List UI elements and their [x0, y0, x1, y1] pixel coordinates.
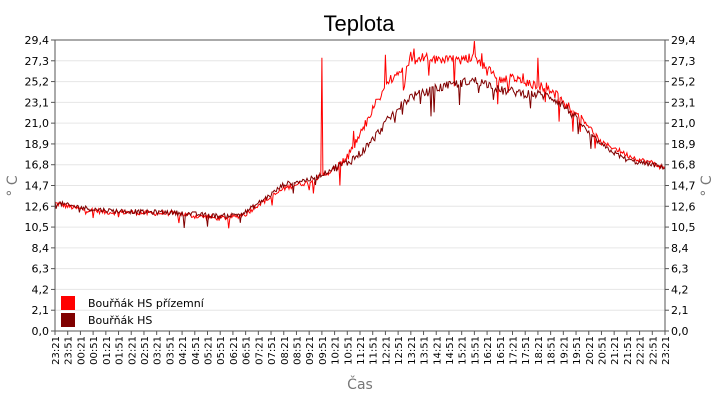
y-tick-label-right: 4,2 — [671, 283, 689, 296]
x-tick-label: 05:21 — [204, 336, 215, 365]
series-line-1 — [54, 40, 666, 229]
x-tick-label: 17:51 — [521, 336, 532, 365]
series-line-2 — [54, 77, 666, 228]
legend-swatch-2 — [61, 313, 75, 327]
x-tick-label: 15:51 — [470, 336, 481, 365]
x-tick-label: 21:51 — [623, 336, 634, 365]
chart-title: Teplota — [324, 11, 396, 36]
x-tick-label: 03:51 — [165, 336, 176, 365]
y-tick-label-left: 4,2 — [32, 283, 50, 296]
x-tick-label: 10:51 — [343, 336, 354, 365]
x-tick-label: 01:51 — [115, 336, 126, 365]
y-axis-left: 0,0 2,1 4,2 6,3 8,4 10,5 12,6 14,7 16,8 18,9 21,0 2… — [25, 34, 55, 338]
x-tick-label: 23:21 — [661, 336, 672, 365]
x-tick-label: 04:21 — [178, 336, 189, 365]
x-tick-label: 06:21 — [229, 336, 240, 365]
x-tick-label: 02:21 — [127, 336, 138, 365]
x-tick-label: 10:21 — [331, 336, 342, 365]
x-tick-label: 14:51 — [445, 336, 456, 365]
x-tick-label: 05:51 — [216, 336, 227, 365]
x-axis-label: Čas — [347, 375, 373, 393]
y-axis-label-left: ° C — [5, 175, 21, 196]
x-tick-label: 19:21 — [559, 336, 570, 365]
x-tick-label: 14:21 — [432, 336, 443, 365]
y-tick-label-left: 8,4 — [32, 242, 50, 255]
y-tick-label-right: 2,1 — [671, 304, 689, 317]
x-tick-label: 12:51 — [394, 336, 405, 365]
y-tick-label-left: 6,3 — [32, 263, 50, 276]
y-tick-label-right: 6,3 — [671, 263, 689, 276]
x-tick-label: 18:21 — [534, 336, 545, 365]
y-tick-label-right: 10,5 — [671, 221, 696, 234]
grid-lines — [55, 39, 665, 332]
y-tick-label-left: 16,8 — [25, 159, 50, 172]
x-tick-label: 09:21 — [305, 336, 316, 365]
x-tick-label: 22:51 — [648, 336, 659, 365]
y-tick-label-left: 18,9 — [25, 138, 50, 151]
y-tick-label-right: 27,3 — [671, 55, 696, 68]
y-tick-label-left: 2,1 — [32, 304, 50, 317]
y-tick-label-right: 16,8 — [671, 159, 696, 172]
y-tick-label-left: 23,1 — [25, 96, 50, 109]
x-tick-label: 07:21 — [254, 336, 265, 365]
x-tick-label: 16:21 — [483, 336, 494, 365]
x-tick-label: 23:21 — [51, 336, 62, 365]
x-tick-label: 19:51 — [572, 336, 583, 365]
x-tick-label: 03:21 — [153, 336, 164, 365]
y-axis-label-right: ° C — [699, 175, 715, 196]
legend-swatch-1 — [61, 296, 75, 310]
x-tick-label: 15:21 — [458, 336, 469, 365]
y-tick-label-right: 25,2 — [671, 76, 696, 89]
series-lines — [54, 40, 666, 229]
x-tick-label: 21:21 — [610, 336, 621, 365]
x-tick-label: 06:51 — [242, 336, 253, 365]
x-tick-label: 02:51 — [140, 336, 151, 365]
y-tick-label-left: 25,2 — [25, 76, 50, 89]
x-tick-label: 11:51 — [369, 336, 380, 365]
x-tick-label: 20:21 — [585, 336, 596, 365]
y-tick-label-left: 27,3 — [25, 55, 50, 68]
x-tick-label: 08:51 — [292, 336, 303, 365]
x-tick-label: 17:21 — [509, 336, 520, 365]
y-tick-label-right: 0,0 — [671, 325, 689, 338]
x-tick-label: 09:51 — [318, 336, 329, 365]
x-tick-label: 23:51 — [64, 336, 75, 365]
y-axis-right: 0,0 2,1 4,2 6,3 8,4 10,5 12,6 14,7 16,8 18,9 21,0 2… — [665, 34, 696, 338]
y-tick-label-left: 12,6 — [25, 200, 50, 213]
x-tick-label: 04:51 — [191, 336, 202, 365]
x-tick-label: 01:21 — [102, 336, 113, 365]
y-tick-label-right: 8,4 — [671, 242, 689, 255]
y-tick-label-right: 29,4 — [671, 34, 696, 47]
y-tick-label-left: 10,5 — [25, 221, 50, 234]
x-tick-label: 22:21 — [636, 336, 647, 365]
y-tick-label-left: 29,4 — [25, 34, 50, 47]
y-tick-label-left: 21,0 — [25, 117, 50, 130]
y-tick-label-right: 12,6 — [671, 200, 696, 213]
legend: Bouřňák HS přízemní Bouřňák HS — [61, 296, 205, 327]
y-tick-label-left: 14,7 — [25, 180, 50, 193]
x-tick-label: 18:51 — [547, 336, 558, 365]
y-tick-label-left: 0,0 — [32, 325, 50, 338]
x-tick-label: 00:21 — [76, 336, 87, 365]
y-tick-label-right: 23,1 — [671, 96, 696, 109]
x-tick-label: 13:21 — [407, 336, 418, 365]
x-axis: 23:21 23:51 00:21 00:51 01:21 01:51 02:21 02:51… — [51, 331, 672, 365]
x-tick-label: 13:51 — [420, 336, 431, 365]
x-tick-label: 11:21 — [356, 336, 367, 365]
x-tick-label: 00:51 — [89, 336, 100, 365]
x-tick-label: 07:51 — [267, 336, 278, 365]
x-tick-label: 20:51 — [597, 336, 608, 365]
y-tick-label-right: 14,7 — [671, 180, 696, 193]
x-tick-label: 08:21 — [280, 336, 291, 365]
legend-label-1: Bouřňák HS přízemní — [88, 297, 205, 310]
y-tick-label-right: 18,9 — [671, 138, 696, 151]
x-tick-label: 12:21 — [381, 336, 392, 365]
y-tick-label-right: 21,0 — [671, 117, 696, 130]
x-tick-label: 16:51 — [496, 336, 507, 365]
legend-label-2: Bouřňák HS — [88, 314, 152, 327]
